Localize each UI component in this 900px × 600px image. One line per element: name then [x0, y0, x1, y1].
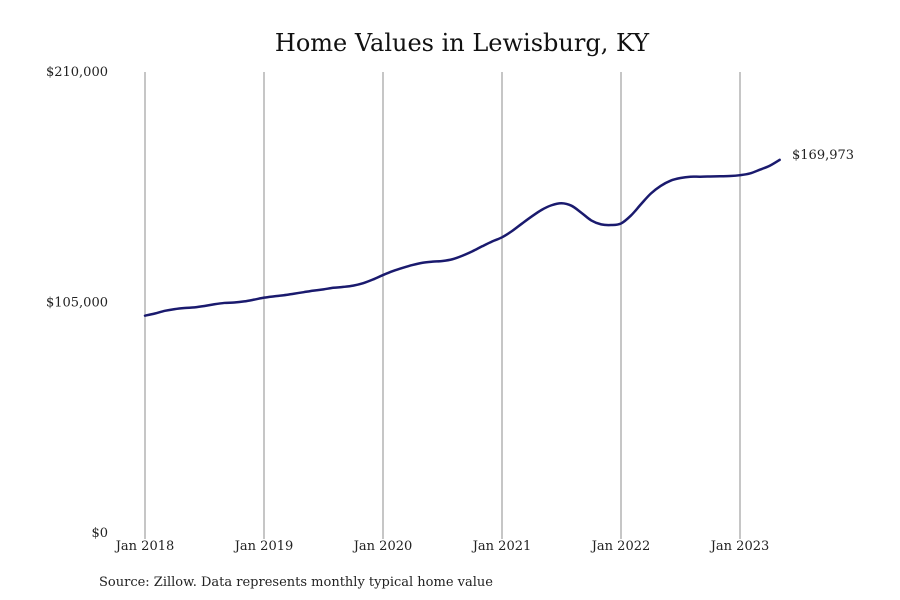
source-note: Source: Zillow. Data represents monthly …	[99, 575, 493, 590]
x-gridlines	[144, 72, 741, 539]
x-tick-label: Jan 2018	[114, 539, 175, 554]
x-axis-ticks: Jan 2018 Jan 2019 Jan 2020 Jan 2021 Jan 2022…	[114, 539, 770, 554]
x-tick-label: Jan 2022	[590, 539, 651, 554]
series-line	[143, 158, 781, 317]
x-tick-label: Jan 2023	[709, 539, 770, 554]
end-value-label: $169,973	[792, 148, 854, 163]
chart-title: Home Values in Lewisburg, KY	[275, 29, 650, 57]
y-axis-ticks: $0 $105,000 $210,000	[46, 65, 108, 541]
x-tick-label: Jan 2021	[471, 539, 532, 554]
y-tick-label: $210,000	[46, 65, 108, 80]
y-tick-label: $105,000	[46, 296, 108, 311]
x-tick-label: Jan 2019	[233, 539, 294, 554]
y-tick-label: $0	[91, 526, 108, 541]
x-tick-label: Jan 2020	[352, 539, 413, 554]
